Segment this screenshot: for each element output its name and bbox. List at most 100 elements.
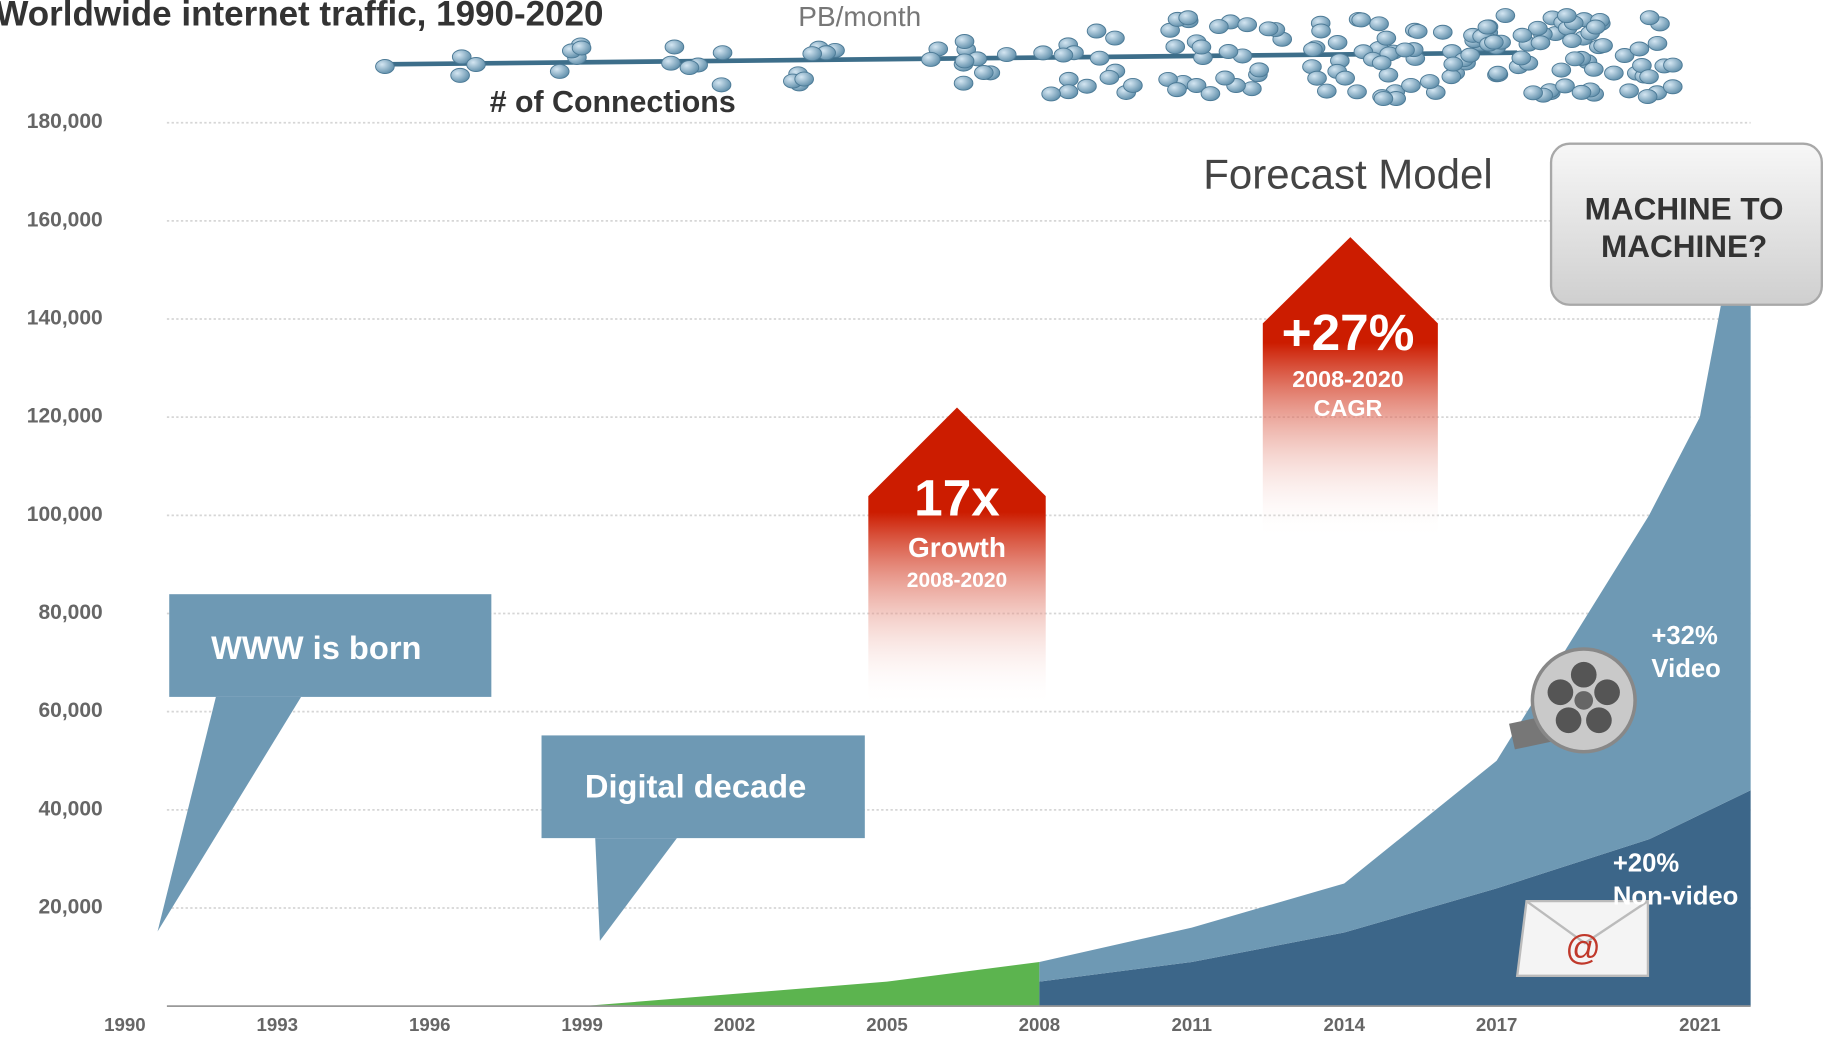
node <box>680 61 699 75</box>
node <box>1090 51 1109 65</box>
node <box>1444 57 1463 71</box>
node <box>1566 52 1585 66</box>
node <box>1238 18 1257 32</box>
node <box>1552 63 1571 77</box>
node <box>1531 36 1550 50</box>
svg-text:@: @ <box>1565 928 1601 967</box>
node <box>1168 83 1187 97</box>
node <box>1478 20 1497 34</box>
node <box>997 48 1016 62</box>
annotation: Growth <box>908 532 1006 563</box>
x-tick-label: 2014 <box>1323 1014 1365 1035</box>
node <box>1630 42 1649 56</box>
node <box>1442 70 1461 84</box>
area <box>582 962 1039 1006</box>
node <box>1640 11 1659 25</box>
y-tick-label: 140,000 <box>27 307 103 330</box>
annotation: 2008-2020 <box>907 569 1007 592</box>
node <box>1370 17 1389 31</box>
node <box>1489 66 1508 80</box>
y-tick-label: 20,000 <box>38 896 102 919</box>
node <box>1663 80 1682 94</box>
node <box>1557 9 1576 23</box>
node <box>1059 85 1078 99</box>
node <box>1433 25 1452 39</box>
node <box>1572 85 1591 99</box>
page: {"chart_data": { "type": "area", "title"… <box>0 0 1830 1039</box>
node <box>1179 11 1198 25</box>
y-tick-label: 40,000 <box>38 797 102 820</box>
y-tick-label: 100,000 <box>27 503 103 526</box>
chart: @ Worldwide internet traffic, 1990-2020 … <box>0 0 1830 1039</box>
node <box>1308 71 1327 85</box>
annotation: WWW is born <box>211 629 421 666</box>
connections-label: # of Connections <box>490 86 736 119</box>
callout-tail <box>158 697 302 932</box>
node <box>1352 13 1371 27</box>
node <box>1100 70 1119 84</box>
node <box>550 64 569 78</box>
x-tick-label: 2002 <box>714 1014 756 1035</box>
x-tick-label: 2008 <box>1019 1014 1061 1035</box>
email-icon: @ <box>1517 901 1648 976</box>
callout-tail <box>595 838 677 941</box>
node <box>662 56 681 70</box>
node <box>451 68 470 82</box>
x-tick-label: 2021 <box>1679 1014 1721 1035</box>
node <box>1586 20 1605 34</box>
annotation: Non-video <box>1613 882 1738 910</box>
node <box>1201 87 1220 101</box>
node <box>1594 39 1613 53</box>
node <box>803 47 822 61</box>
node <box>1605 66 1624 80</box>
node <box>795 72 814 86</box>
node <box>1054 48 1073 62</box>
annotation: CAGR <box>1314 395 1383 421</box>
node <box>1402 78 1421 92</box>
node <box>1034 46 1053 60</box>
node <box>1485 35 1504 49</box>
node <box>467 58 486 72</box>
node <box>1664 58 1683 72</box>
x-tick-label: 1996 <box>409 1014 451 1035</box>
node <box>1563 34 1582 48</box>
node <box>376 60 395 74</box>
node <box>1374 92 1393 106</box>
node <box>1304 42 1323 56</box>
node <box>1216 71 1235 85</box>
x-tick-label: 2011 <box>1172 1014 1212 1035</box>
node <box>665 40 684 54</box>
node <box>1512 51 1531 65</box>
x-tick-label: 1990 <box>104 1014 146 1035</box>
node <box>1648 36 1667 50</box>
node <box>1556 79 1575 93</box>
node <box>974 66 993 80</box>
annotation: MACHINE? <box>1601 228 1767 264</box>
film-reel-icon <box>1509 649 1635 752</box>
x-tick-label: 1993 <box>257 1014 299 1035</box>
y-tick-label: 120,000 <box>27 405 103 428</box>
chart-subtitle: PB/month <box>798 1 921 32</box>
x-tick-label: 1999 <box>561 1014 603 1035</box>
x-tick-label: 2005 <box>866 1014 908 1035</box>
node <box>572 41 591 55</box>
annotation: +32% <box>1651 622 1718 650</box>
annotation: MACHINE TO <box>1585 191 1784 227</box>
node <box>1312 24 1331 38</box>
annotation: Video <box>1651 655 1720 683</box>
node <box>1192 40 1211 54</box>
node <box>1348 85 1367 99</box>
node <box>1317 84 1336 98</box>
chart-title: Worldwide internet traffic, 1990-2020 <box>0 0 604 34</box>
node <box>954 76 973 90</box>
annotation: 2008-2020 <box>1292 366 1404 392</box>
node <box>1250 63 1269 77</box>
y-tick-label: 180,000 <box>27 110 103 133</box>
node <box>1336 71 1355 85</box>
node <box>1620 84 1639 98</box>
node <box>1513 28 1532 42</box>
node <box>955 34 974 48</box>
node <box>1328 35 1347 49</box>
node <box>1461 48 1480 62</box>
y-tick-label: 160,000 <box>27 208 103 231</box>
